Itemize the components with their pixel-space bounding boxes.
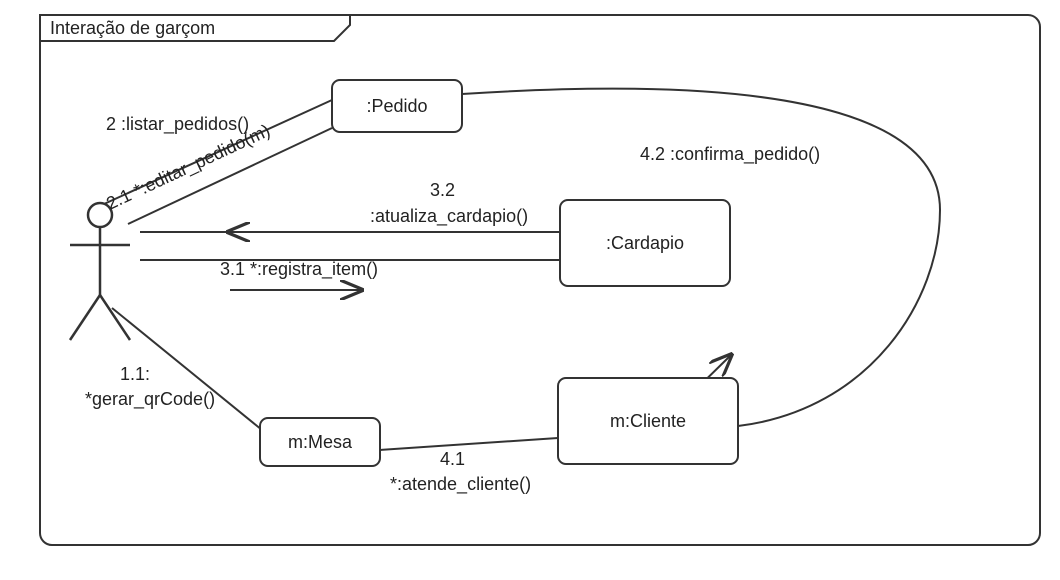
frame-title: Interação de garçom bbox=[50, 18, 215, 38]
link-atende-cliente bbox=[380, 438, 558, 450]
label-gerar-qrcode: *gerar_qrCode() bbox=[85, 389, 215, 410]
node-mesa: m:Mesa bbox=[260, 418, 380, 466]
node-cliente: m:Cliente bbox=[558, 378, 738, 464]
node-cardapio-label: :Cardapio bbox=[606, 233, 684, 253]
node-mesa-label: m:Mesa bbox=[288, 432, 353, 452]
label-atualiza-cardapio: :atualiza_cardapio() bbox=[370, 206, 528, 227]
label-gerar-qrcode-num: 1.1: bbox=[120, 364, 150, 384]
label-atende-cliente: *:atende_cliente() bbox=[390, 474, 531, 495]
label-registra-item: 3.1 *:registra_item() bbox=[220, 259, 378, 280]
label-confirma-pedido: 4.2 :confirma_pedido() bbox=[640, 144, 820, 165]
label-atende-cliente-num: 4.1 bbox=[440, 449, 465, 469]
label-atualiza-cardapio-num: 3.2 bbox=[430, 180, 455, 200]
node-pedido: :Pedido bbox=[332, 80, 462, 132]
diagram-frame bbox=[40, 15, 1040, 545]
node-cardapio: :Cardapio bbox=[560, 200, 730, 286]
actor-garcom bbox=[70, 203, 130, 340]
node-cliente-label: m:Cliente bbox=[610, 411, 686, 431]
label-listar-pedidos: 2 :listar_pedidos() bbox=[106, 114, 249, 135]
node-pedido-label: :Pedido bbox=[366, 96, 427, 116]
